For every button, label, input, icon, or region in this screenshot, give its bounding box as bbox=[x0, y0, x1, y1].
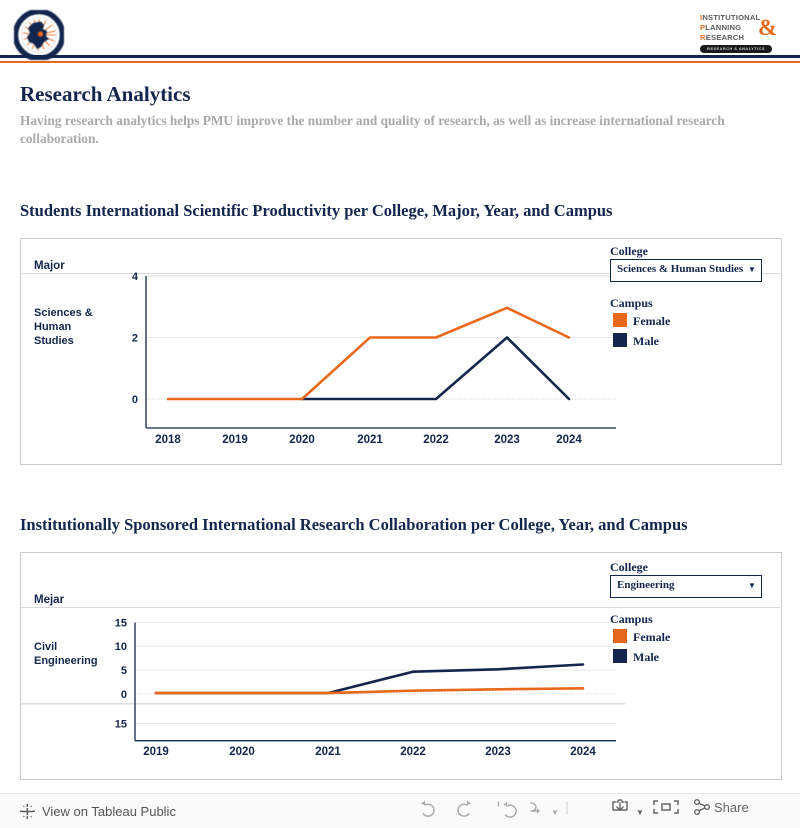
svg-text:2019: 2019 bbox=[222, 434, 248, 446]
svg-text:0: 0 bbox=[121, 689, 127, 701]
svg-text:2023: 2023 bbox=[494, 434, 520, 446]
svg-text:2018: 2018 bbox=[155, 434, 181, 446]
svg-text:2024: 2024 bbox=[556, 434, 582, 446]
svg-text:2021: 2021 bbox=[357, 434, 383, 446]
svg-text:15: 15 bbox=[115, 618, 127, 630]
svg-text:2021: 2021 bbox=[315, 746, 341, 758]
svg-text:Share: Share bbox=[714, 800, 749, 815]
svg-text:2: 2 bbox=[132, 333, 138, 345]
svg-text:4: 4 bbox=[132, 271, 139, 283]
svg-text:15: 15 bbox=[115, 718, 127, 730]
svg-text:2019: 2019 bbox=[143, 746, 169, 758]
svg-text:0: 0 bbox=[132, 394, 138, 406]
svg-text:2023: 2023 bbox=[485, 746, 511, 758]
svg-text:10: 10 bbox=[115, 641, 127, 653]
svg-text:2022: 2022 bbox=[423, 434, 449, 446]
svg-text:▼: ▼ bbox=[551, 808, 559, 817]
svg-text:▼: ▼ bbox=[636, 808, 644, 817]
svg-text:2024: 2024 bbox=[570, 746, 596, 758]
svg-text:5: 5 bbox=[121, 665, 127, 677]
svg-text:2020: 2020 bbox=[289, 434, 315, 446]
svg-text:2022: 2022 bbox=[400, 746, 426, 758]
svg-text:2020: 2020 bbox=[229, 746, 255, 758]
